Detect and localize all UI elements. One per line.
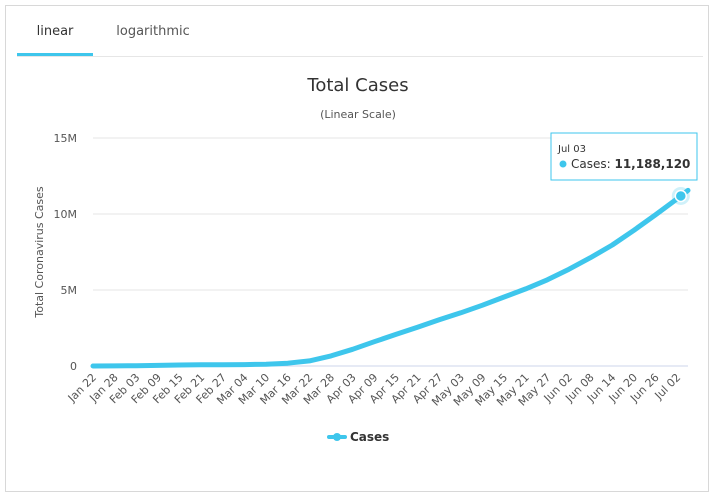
- y-tick-label: 0: [70, 360, 77, 373]
- tooltip-date: Jul 03: [557, 144, 586, 155]
- legend-label: Cases: [350, 430, 389, 444]
- tooltip-series-marker: [559, 160, 567, 168]
- hovered-data-point[interactable]: [674, 189, 688, 203]
- tooltip-value: 11,188,120: [614, 157, 690, 171]
- tab-logarithmic[interactable]: logarithmic: [116, 24, 190, 39]
- chart-title: Total Cases: [306, 75, 408, 96]
- tooltip-separator: :: [607, 157, 615, 171]
- legend[interactable]: Cases: [327, 430, 389, 444]
- tab-linear[interactable]: linear: [17, 6, 93, 56]
- legend-marker-icon: [333, 433, 341, 441]
- cases-line: [90, 187, 691, 369]
- y-axis-label: Total Coronavirus Cases: [33, 186, 46, 319]
- chart-card: linear logarithmic: [5, 5, 709, 492]
- scale-tabs: linear logarithmic: [17, 6, 703, 57]
- tooltip-series-line: Cases: 11,188,120: [571, 157, 690, 171]
- y-tick-label: 5M: [61, 284, 78, 297]
- tooltip-series-name: Cases: [571, 157, 607, 171]
- y-tick-label: 15M: [54, 132, 78, 145]
- y-tick-label: 10M: [54, 208, 78, 221]
- tooltip-box: [550, 132, 698, 181]
- tooltip: Jul 03 Cases: 11,188,120: [550, 132, 698, 181]
- chart-subtitle: (Linear Scale): [320, 108, 396, 121]
- y-axis: 0 5M 10M 15M: [54, 132, 78, 373]
